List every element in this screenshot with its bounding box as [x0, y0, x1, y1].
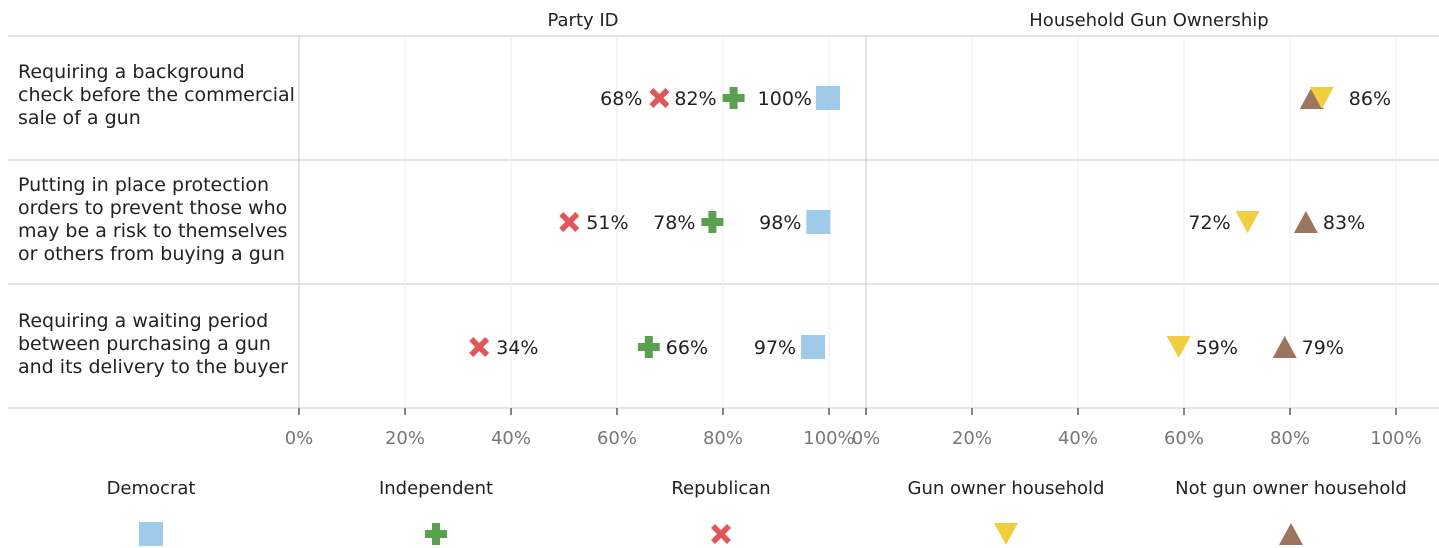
point-not-gun-owner-household: [1272, 336, 1297, 358]
point-label: 72%: [1188, 212, 1230, 234]
axes-layer: 0% 20% 40% 60% 80% 100%0% 20% 40% 60% 80% 100%: [285, 408, 1422, 449]
legend-triangle-down-icon: [994, 523, 1018, 545]
point-label: 59%: [1196, 337, 1238, 359]
point-label: 83%: [1323, 212, 1365, 234]
point-not-gun-owner-household: [1299, 87, 1324, 109]
row-label-line: Putting in place protection: [18, 174, 270, 196]
point-republican: [469, 337, 490, 357]
row-label-line: Requiring a background: [18, 61, 245, 83]
panel-title-party-id: Party ID: [547, 10, 619, 31]
row-label-line: Requiring a waiting period: [18, 310, 269, 332]
legend-label-gun-owner-household: Gun owner household: [907, 478, 1105, 499]
legend-label-not-gun-owner-household: Not gun owner household: [1175, 478, 1407, 499]
point-label: 66%: [666, 337, 708, 359]
point-independent: [722, 87, 745, 109]
point-gun-owner-household: [1166, 336, 1191, 358]
x-tick-label: 80%: [703, 428, 743, 449]
row-label-line: may be a risk to themselves: [18, 220, 288, 242]
point-label: 82%: [674, 88, 716, 110]
point-label: 51%: [586, 212, 628, 234]
point-label: 68%: [600, 88, 642, 110]
legend-label-democrat: Democrat: [106, 478, 196, 499]
x-tick-label: 100%: [1370, 428, 1421, 449]
x-tick-label: 100%: [803, 428, 854, 449]
point-label: 97%: [754, 337, 796, 359]
row-label-waiting-period: Requiring a waiting period between purch…: [18, 310, 298, 379]
x-tick-label: 40%: [1058, 428, 1098, 449]
row-label-line: and its delivery to the buyer: [18, 356, 288, 378]
point-democrat: [801, 335, 826, 359]
row-label-line: or others from buying a gun: [18, 243, 285, 265]
point-label: 79%: [1302, 337, 1344, 359]
x-tick-label: 20%: [952, 428, 992, 449]
row-label-line: check before the commercial: [18, 84, 295, 106]
legend-square-icon: [139, 522, 163, 546]
legend-label-independent: Independent: [378, 478, 494, 499]
point-republican: [649, 88, 670, 108]
point-independent: [701, 211, 724, 233]
point-gun-owner-household: [1235, 211, 1260, 233]
row-label-background-check: Requiring a background check before the …: [18, 61, 298, 130]
point-democrat: [816, 86, 840, 110]
point-label: 34%: [496, 337, 538, 359]
x-tick-label: 60%: [597, 428, 637, 449]
x-tick-label: 20%: [385, 428, 425, 449]
row-label-line: orders to prevent those who: [18, 197, 288, 219]
x-tick-label: 60%: [1164, 428, 1204, 449]
x-tick-label: 40%: [491, 428, 531, 449]
marks-layer: 68% 82% 100% 86% 51% 78% 98% 72% 83% 34% 66% 97% 59%…: [469, 86, 1391, 359]
point-label: 78%: [653, 212, 695, 234]
legend-triangle-up-icon: [1279, 523, 1303, 545]
x-tick-label: 0%: [852, 428, 881, 449]
x-tick-label: 0%: [285, 428, 314, 449]
point-label: 98%: [759, 212, 801, 234]
row-label-line: sale of a gun: [18, 107, 141, 129]
panel-title-household-gun-ownership: Household Gun Ownership: [1029, 10, 1269, 31]
point-independent: [637, 336, 660, 358]
row-label-protection-orders: Putting in place protection orders to pr…: [18, 174, 298, 266]
x-tick-label: 80%: [1270, 428, 1310, 449]
legend-label-republican: Republican: [671, 478, 771, 499]
point-label: 86%: [1349, 88, 1391, 110]
point-label: 100%: [758, 88, 812, 110]
legend-plus-icon: [425, 523, 447, 545]
row-label-line: between purchasing a gun: [18, 333, 271, 355]
legend-x-icon: [711, 524, 731, 544]
point-democrat: [806, 210, 831, 234]
point-not-gun-owner-household: [1293, 211, 1318, 233]
point-republican: [559, 212, 580, 232]
point-gun-owner-household: [1309, 87, 1334, 109]
